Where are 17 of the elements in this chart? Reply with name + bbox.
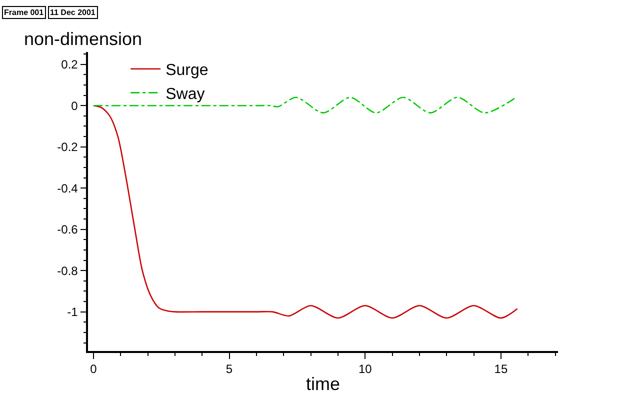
- y-tick-label: -0.4: [57, 181, 78, 196]
- legend-label: Surge: [166, 62, 208, 80]
- text: Frame 001: [4, 8, 44, 17]
- y-axis-title: non-dimension: [24, 29, 142, 49]
- x-tick-label: 5: [226, 362, 233, 376]
- legend-label: Sway: [166, 86, 205, 103]
- y-tick-label: -0.2: [57, 140, 78, 154]
- y-tick-label: 0.2: [61, 58, 78, 72]
- y-tick-label: 0: [71, 98, 78, 113]
- y-tick-label: -0.6: [57, 222, 78, 237]
- y-tick-label: -0.8: [57, 264, 78, 278]
- x-tick-label: 15: [494, 362, 508, 376]
- y-tick-label: -1: [67, 305, 78, 320]
- x-tick-label: 10: [358, 362, 372, 376]
- x-axis-title: time: [306, 374, 340, 394]
- x-tick-label: 0: [90, 362, 98, 376]
- text: 11 Dec 2001: [50, 8, 96, 17]
